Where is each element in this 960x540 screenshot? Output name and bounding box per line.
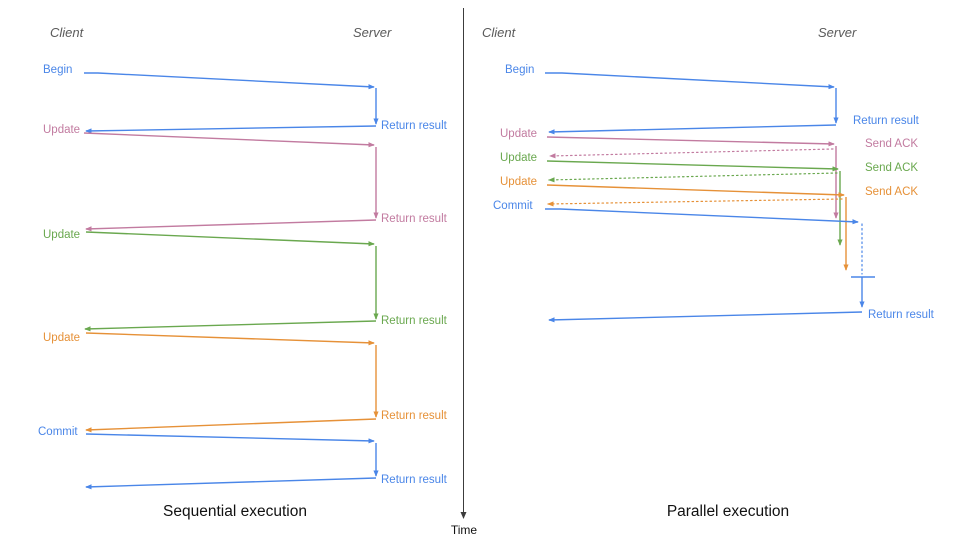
seq-server-header: Server <box>353 25 392 40</box>
seq-client-label-update2: Update <box>43 229 81 241</box>
seq-server-label-return1: Return result <box>381 120 447 132</box>
par-client-label-commit: Commit <box>493 200 533 212</box>
seq-server-label-return3: Return result <box>381 315 447 327</box>
seq-server-label-return2: Return result <box>381 213 447 225</box>
par-server-label-ack3: Send ACK <box>865 186 919 198</box>
par-client-label-update2: Update <box>500 152 538 164</box>
par-return-arrow-begin <box>548 124 837 135</box>
par-server-label-ack2: Send ACK <box>865 162 919 174</box>
seq-return-arrow-5 <box>85 477 377 490</box>
par-update3-request-arrow <box>546 184 845 198</box>
par-server-label-return1: Return result <box>853 115 919 127</box>
seq-client-label-update1: Update <box>43 124 81 136</box>
par-ack-arrow-update1 <box>549 148 834 159</box>
seq-return-arrow-3 <box>84 320 377 332</box>
time-axis-label: Time <box>450 523 478 537</box>
seq-server-label-return5: Return result <box>381 474 447 486</box>
par-client-label-begin: Begin <box>505 64 535 76</box>
seq-server-label-return4: Return result <box>381 410 447 422</box>
seq-update3-request-arrow <box>85 332 375 346</box>
seq-client-label-update3: Update <box>43 332 81 344</box>
par-ack-arrow-update2 <box>548 172 838 183</box>
par-server-label-ack1: Send ACK <box>865 138 919 150</box>
seq-return-arrow-4 <box>85 418 377 433</box>
seq-caption: Sequential execution <box>163 503 307 520</box>
par-begin-request-arrow <box>545 72 835 90</box>
par-ack-arrow-update3 <box>547 198 843 207</box>
par-client-header: Client <box>482 25 516 40</box>
par-client-label-update3: Update <box>500 176 538 188</box>
par-update2-request-arrow <box>546 160 839 172</box>
seq-begin-request-arrow <box>84 72 375 90</box>
par-client-label-update1: Update <box>500 128 538 140</box>
par-return-arrow-commit <box>548 311 863 323</box>
seq-return-arrow-2 <box>85 219 377 232</box>
seq-commit-request-arrow <box>85 433 375 444</box>
par-caption: Parallel execution <box>666 503 790 520</box>
seq-update2-request-arrow <box>85 231 375 247</box>
par-commit-request-arrow <box>545 208 859 225</box>
seq-client-header: Client <box>50 25 84 40</box>
seq-return-arrow-1 <box>85 125 377 134</box>
seq-client-label-commit: Commit <box>38 426 78 438</box>
par-update1-request-arrow <box>546 136 835 147</box>
seq-update1-request-arrow <box>83 132 375 148</box>
seq-client-label-begin: Begin <box>43 64 73 76</box>
par-server-header: Server <box>818 25 857 40</box>
par-server-label-return2: Return result <box>868 309 934 321</box>
